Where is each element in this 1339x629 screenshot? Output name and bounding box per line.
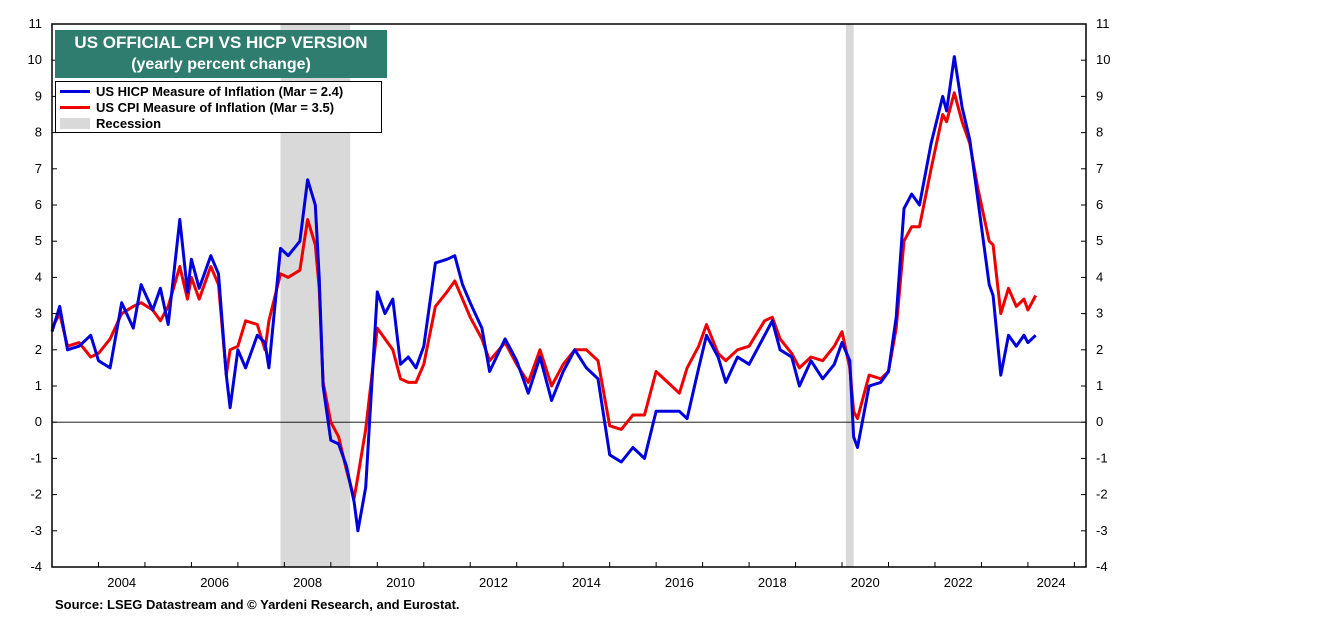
right-tick-label: 2 xyxy=(1096,342,1103,357)
x-tick-label: 2014 xyxy=(572,575,601,590)
chart-title-box: US OFFICIAL CPI VS HICP VERSION (yearly … xyxy=(55,30,387,78)
legend-item-hicp: US HICP Measure of Inflation (Mar = 2.4) xyxy=(60,83,343,99)
plot-frame xyxy=(51,23,1087,568)
right-tick-label: 0 xyxy=(1096,414,1103,429)
left-axis: -4 -3 -2 -1 0 1 2 3 4 5 6 7 8 9 10 11 xyxy=(28,16,57,574)
left-tick-label: -4 xyxy=(30,559,42,574)
right-tick-label: 5 xyxy=(1096,233,1103,248)
left-tick-label: 11 xyxy=(29,16,43,31)
legend-label-cpi: US CPI Measure of Inflation (Mar = 3.5) xyxy=(96,99,335,115)
x-tick-label: 2022 xyxy=(944,575,973,590)
x-tick-label: 2010 xyxy=(386,575,415,590)
right-tick-label: 6 xyxy=(1096,197,1103,212)
chart-subtitle: (yearly percent change) xyxy=(131,56,311,73)
right-tick-label: -1 xyxy=(1096,450,1108,465)
right-axis: -4 -3 -2 -1 0 1 2 3 4 5 6 7 8 9 10 11 xyxy=(1081,16,1110,574)
left-tick-label: 6 xyxy=(35,197,42,212)
right-tick-label: 8 xyxy=(1096,125,1103,140)
left-tick-label: 10 xyxy=(28,52,42,67)
source-note: Source: LSEG Datastream and © Yardeni Re… xyxy=(55,597,460,612)
x-tick-label: 2016 xyxy=(665,575,694,590)
x-tick-label: 2020 xyxy=(851,575,880,590)
left-tick-label: 4 xyxy=(35,269,42,284)
x-tick-label: 2024 xyxy=(1037,575,1066,590)
left-tick-label: -1 xyxy=(30,450,42,465)
right-tick-label: 11 xyxy=(1096,16,1110,31)
legend-item-cpi: US CPI Measure of Inflation (Mar = 3.5) xyxy=(60,99,334,115)
right-tick-label: 9 xyxy=(1096,88,1103,103)
legend-swatch-cpi xyxy=(60,105,90,109)
left-tick-label: 8 xyxy=(35,125,42,140)
left-tick-label: 2 xyxy=(35,342,42,357)
x-axis: 2004 2006 2008 2010 2012 2014 2016 2018 2020 2022… xyxy=(51,562,1075,590)
left-tick-label: 3 xyxy=(35,306,42,321)
x-tick-label: 2006 xyxy=(200,575,229,590)
left-tick-label: 0 xyxy=(35,414,42,429)
right-tick-label: 4 xyxy=(1096,269,1103,284)
x-tick-label: 2008 xyxy=(293,575,322,590)
right-tick-label: 10 xyxy=(1096,52,1110,67)
right-tick-label: 7 xyxy=(1096,161,1103,176)
x-tick-label: 2004 xyxy=(107,575,136,590)
left-tick-label: 5 xyxy=(35,233,42,248)
series-line-cpi xyxy=(50,91,1038,500)
right-tick-label: -4 xyxy=(1096,559,1108,574)
legend-swatch-hicp xyxy=(60,89,90,93)
series-line-hicp xyxy=(50,55,1037,533)
legend-item-recession: Recession xyxy=(60,115,161,131)
left-tick-label: -2 xyxy=(30,487,42,502)
legend-label-recession: Recession xyxy=(96,115,162,131)
left-tick-label: -3 xyxy=(30,523,42,538)
right-tick-label: -3 xyxy=(1096,523,1108,538)
left-tick-label: 7 xyxy=(35,161,42,176)
x-tick-label: 2012 xyxy=(479,575,508,590)
recession-band-2 xyxy=(845,24,854,567)
left-tick-label: 9 xyxy=(35,88,42,103)
right-tick-label: 1 xyxy=(1096,378,1103,393)
legend-label-hicp: US HICP Measure of Inflation (Mar = 2.4) xyxy=(96,83,344,99)
left-tick-label: 1 xyxy=(35,378,42,393)
right-tick-label: 3 xyxy=(1096,306,1103,321)
legend-swatch-recession xyxy=(60,117,90,129)
series-lines xyxy=(50,55,1038,533)
legend: US HICP Measure of Inflation (Mar = 2.4)… xyxy=(55,81,382,133)
chart-title: US OFFICIAL CPI VS HICP VERSION xyxy=(74,33,368,52)
x-tick-label: 2018 xyxy=(758,575,787,590)
right-tick-label: -2 xyxy=(1096,487,1108,502)
